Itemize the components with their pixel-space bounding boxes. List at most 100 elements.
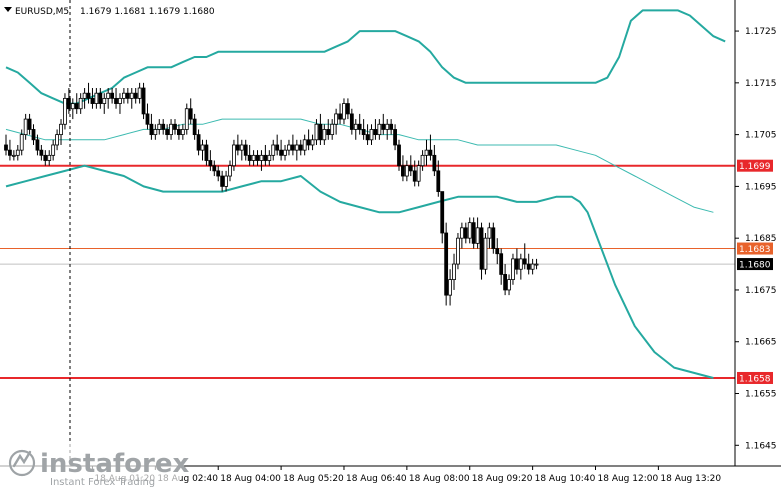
candle-body (232, 144, 236, 167)
candle (137, 82, 142, 104)
candle-body (511, 258, 515, 280)
candle (188, 98, 193, 125)
candle (47, 150, 52, 166)
candle-body (298, 144, 303, 151)
candle-body (78, 97, 83, 110)
candle-body (452, 263, 456, 281)
candle (90, 88, 95, 109)
candle (27, 113, 32, 135)
price-level-label: 1.1699 (739, 162, 771, 172)
candle (463, 222, 468, 244)
candle (448, 269, 452, 306)
candle (204, 139, 209, 166)
candle-body (428, 149, 433, 156)
candle-body (479, 227, 484, 270)
candle-body (180, 129, 185, 136)
candle-body (173, 123, 177, 130)
candle (294, 139, 299, 161)
candle-body (294, 144, 299, 151)
candle (330, 119, 335, 140)
candle-body (471, 222, 476, 244)
candle-body (169, 123, 173, 136)
candle-body (153, 129, 158, 136)
candle-body (255, 154, 260, 161)
candle-body (507, 279, 511, 291)
candle (235, 134, 240, 156)
price-level-label-bg (737, 258, 773, 271)
candle (224, 170, 228, 192)
candle (228, 160, 232, 182)
candle (385, 119, 390, 140)
candle (302, 134, 307, 156)
candle-body (475, 227, 480, 244)
candle-body (287, 144, 291, 151)
candle-body (263, 154, 268, 161)
candle (161, 119, 166, 135)
candle (129, 88, 134, 109)
candle (141, 82, 146, 120)
candle (432, 144, 437, 177)
candle (114, 88, 118, 109)
candle (479, 222, 484, 280)
candle (259, 150, 264, 171)
candle (239, 139, 244, 161)
candle (82, 88, 87, 109)
candle-body (11, 154, 16, 157)
candle-body (515, 258, 519, 270)
candle (353, 119, 358, 140)
price-tick-label: 1.1655 (745, 390, 777, 400)
candles (4, 82, 539, 306)
dropdown-triangle-icon[interactable] (4, 7, 12, 12)
candle (98, 88, 103, 109)
candle-body (530, 263, 535, 270)
candle-body (47, 154, 52, 161)
candle (86, 82, 91, 104)
candle-body (204, 144, 209, 161)
candle-body (31, 129, 36, 141)
candle (74, 93, 79, 114)
candle-body (63, 97, 67, 125)
candle (412, 160, 417, 187)
candle-body (330, 123, 335, 136)
candle-body (369, 129, 374, 141)
candle-body (15, 149, 20, 156)
candle-body (59, 123, 63, 136)
candle (459, 222, 464, 249)
candle-body (440, 191, 445, 234)
candle (212, 160, 217, 177)
candle (530, 258, 535, 275)
chart-header: EURUSD,M5 1.1679 1.1681 1.1679 1.1680 (4, 7, 215, 17)
candle-body (161, 123, 166, 130)
candle (440, 191, 445, 244)
candle (408, 155, 413, 177)
candle (157, 119, 162, 135)
time-tick-label: 18 Aug 10:40 (535, 474, 596, 484)
candle (216, 165, 221, 182)
price-level-label: 1.1680 (739, 261, 771, 271)
candle-body (302, 139, 307, 151)
candle (338, 103, 342, 125)
price-tick-label: 1.1645 (745, 441, 777, 451)
price-axis (0, 0, 781, 467)
candle-body (503, 274, 508, 291)
candle (420, 150, 425, 171)
candle (200, 139, 205, 161)
candle-body (338, 113, 342, 120)
candle (381, 113, 386, 135)
candle-body (385, 123, 390, 130)
candle-body (224, 175, 228, 187)
watermark-tagline: Instant Forex Trading (50, 477, 155, 488)
watermark-brand: instaforex (40, 449, 190, 479)
candle (522, 243, 527, 270)
candle (518, 253, 523, 280)
candle (444, 222, 449, 306)
candle-body (404, 165, 409, 177)
price-tick-label: 1.1665 (745, 338, 777, 348)
candle-body (235, 144, 240, 151)
candle-body (55, 134, 59, 146)
time-tick-label: 18 Aug 02:40 (157, 474, 218, 484)
ohlc-label: 1.1679 1.1681 1.1679 1.1680 (80, 7, 215, 17)
candle (11, 150, 16, 161)
candle-body (200, 144, 205, 151)
